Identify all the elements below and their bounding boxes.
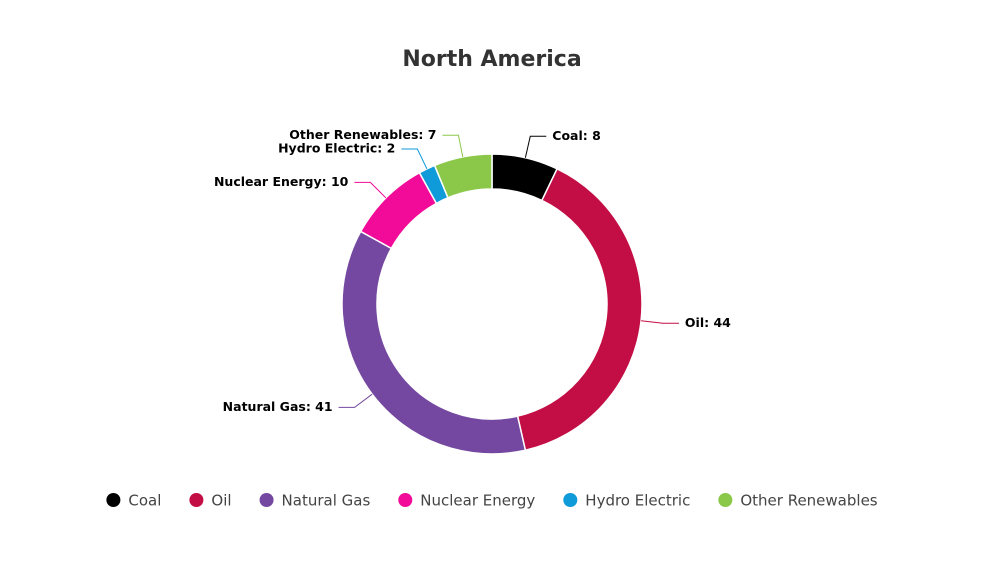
legend-marker	[106, 493, 121, 507]
legend-marker	[718, 493, 733, 507]
legend-label: Oil	[211, 492, 231, 510]
data-label: Other Renewables: 7	[289, 127, 436, 142]
leader-line	[338, 393, 373, 408]
leader-line	[354, 181, 387, 199]
data-label: Nuclear Energy: 10	[214, 174, 349, 189]
data-label: Coal: 8	[552, 128, 601, 143]
leader-line	[524, 135, 547, 158]
legend-label: Natural Gas	[282, 492, 371, 510]
legend-marker	[398, 493, 413, 507]
data-label: Natural Gas: 41	[223, 399, 333, 414]
leader-line	[442, 134, 464, 157]
data-label: Oil: 44	[685, 315, 731, 330]
donut-slice	[433, 153, 493, 199]
chart-title: North America	[402, 47, 581, 72]
leader-line	[401, 148, 428, 170]
donut-slice	[516, 167, 643, 452]
legend-marker	[563, 493, 578, 507]
legend-label: Coal	[128, 492, 161, 510]
legend-label: Nuclear Energy	[420, 492, 535, 510]
legend-label: Other Renewables	[740, 492, 877, 510]
legend-label: Hydro Electric	[585, 492, 690, 510]
legend-marker	[259, 493, 274, 507]
leader-line	[641, 320, 679, 324]
donut-slice	[341, 230, 527, 455]
data-label: Hydro Electric: 2	[278, 141, 395, 156]
legend-marker	[189, 493, 204, 507]
